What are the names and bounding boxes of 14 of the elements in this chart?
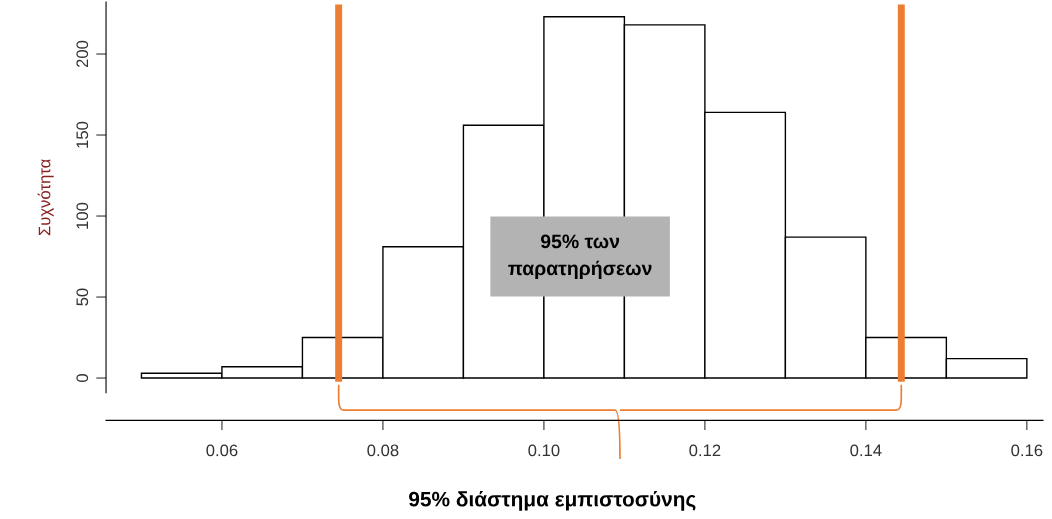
y-tick-label: 200	[76, 40, 89, 68]
x-tick-label: 0.12	[689, 444, 721, 457]
y-tick-label: 0	[76, 374, 89, 383]
x-tick-label: 0.06	[206, 444, 238, 457]
text: 95% διάστημα εμπιστοσύνης	[409, 491, 696, 511]
x-tick-label: 0.16	[1011, 444, 1043, 457]
x-tick-label: 0.08	[367, 444, 399, 457]
annotation: 95% των παρατηρήσεων	[508, 234, 652, 280]
x-tick-label: 0.14	[850, 444, 882, 457]
y-tick-label: 150	[76, 121, 89, 148]
y-tick-label: 100	[76, 202, 89, 229]
y-axis-title: Συχνότητα	[37, 159, 54, 236]
y-tick-label: 50	[76, 288, 89, 306]
x-tick-label: 0.10	[528, 444, 560, 457]
